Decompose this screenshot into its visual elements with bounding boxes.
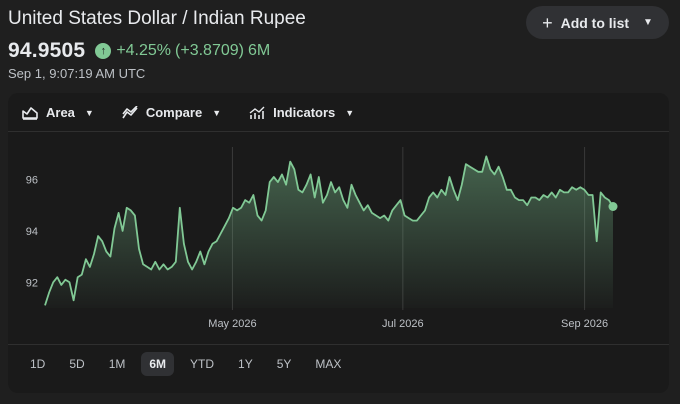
range-button-6m[interactable]: 6M bbox=[141, 352, 175, 376]
add-to-list-button[interactable]: + Add to list ▼ bbox=[526, 6, 669, 39]
change-percent: +4.25% bbox=[116, 42, 172, 59]
change-absolute: (+3.8709) bbox=[175, 42, 244, 59]
chevron-down-icon: ▼ bbox=[212, 107, 222, 118]
chart-card: Area ▼ Compare ▼ Indicators ▼ May 2026 Ju… bbox=[8, 93, 669, 393]
chart-type-label: Area bbox=[46, 105, 75, 120]
chart-type-button[interactable]: Area ▼ bbox=[22, 105, 94, 120]
x-tick-label: Jul 2026 bbox=[382, 318, 424, 330]
time-range-selector: 1D 5D 1M 6M YTD 1Y 5Y MAX bbox=[22, 352, 349, 376]
y-tick-label: 92 bbox=[26, 277, 38, 289]
compare-button[interactable]: Compare ▼ bbox=[122, 105, 221, 120]
chevron-down-icon: ▼ bbox=[643, 17, 653, 28]
y-tick-label: 96 bbox=[26, 175, 38, 187]
price-chart[interactable]: May 2026 Jul 2026 Sep 2026 92 94 96 bbox=[8, 133, 669, 343]
price-line bbox=[44, 155, 614, 306]
compare-label: Compare bbox=[145, 105, 203, 120]
current-price: 94.9505 bbox=[8, 39, 86, 62]
y-tick-label: 94 bbox=[26, 226, 38, 238]
indicators-icon bbox=[249, 106, 265, 119]
range-button-ytd[interactable]: YTD bbox=[190, 357, 215, 371]
area-fill bbox=[45, 156, 613, 308]
add-to-list-label: Add to list bbox=[560, 14, 630, 31]
toolbar-divider bbox=[8, 131, 669, 132]
price-row: 94.9505 ↑ +4.25% (+3.8709) 6M bbox=[8, 39, 274, 63]
compare-icon bbox=[122, 105, 138, 118]
change-period: 6M bbox=[247, 42, 271, 59]
range-button-5y[interactable]: 5Y bbox=[276, 357, 292, 371]
indicators-button[interactable]: Indicators ▼ bbox=[249, 105, 354, 120]
range-divider bbox=[8, 344, 669, 345]
timestamp: Sep 1, 9:07:19 AM UTC bbox=[8, 66, 146, 81]
x-tick-label: Sep 2026 bbox=[561, 318, 608, 330]
price-change: +4.25% (+3.8709) 6M bbox=[116, 42, 274, 60]
range-button-1d[interactable]: 1D bbox=[30, 357, 46, 371]
range-button-1m[interactable]: 1M bbox=[108, 357, 126, 371]
x-tick-label: May 2026 bbox=[208, 318, 256, 330]
range-button-1y[interactable]: 1Y bbox=[238, 357, 253, 371]
plus-icon: + bbox=[542, 12, 553, 33]
arrow-up-icon: ↑ bbox=[95, 43, 112, 59]
chevron-down-icon: ▼ bbox=[345, 107, 355, 118]
indicators-label: Indicators bbox=[273, 105, 336, 120]
page-title: United States Dollar / Indian Rupee bbox=[8, 8, 306, 29]
range-button-5d[interactable]: 5D bbox=[69, 357, 85, 371]
chart-toolbar: Area ▼ Compare ▼ Indicators ▼ bbox=[22, 105, 354, 120]
last-price-marker bbox=[608, 202, 618, 212]
chevron-down-icon: ▼ bbox=[84, 107, 94, 118]
area-chart-icon bbox=[22, 106, 38, 120]
range-button-max[interactable]: MAX bbox=[315, 357, 342, 371]
